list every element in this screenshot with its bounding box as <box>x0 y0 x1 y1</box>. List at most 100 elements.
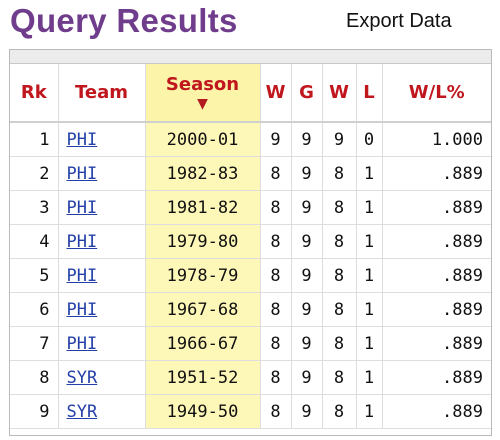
cell-season: 1951-52 <box>145 360 261 395</box>
cell-rk: 5 <box>10 258 59 293</box>
sort-descending-icon: ▼ <box>197 95 208 112</box>
cell-w2: 8 <box>322 326 357 361</box>
cell-wl-pct: .889 <box>382 360 491 395</box>
column-header-wl-pct[interactable]: W/L% <box>382 64 491 123</box>
team-link[interactable]: PHI <box>66 333 98 354</box>
column-header-w2[interactable]: W <box>322 64 357 123</box>
cell-season: 1978-79 <box>145 258 261 293</box>
table-top-bar <box>10 50 491 64</box>
cell-w2: 8 <box>322 224 357 259</box>
cell-wl-pct: .889 <box>382 224 491 259</box>
table-row: 1 PHI 2000-01 9 9 9 0 1.000 <box>10 122 491 157</box>
team-link[interactable]: SYR <box>66 401 98 422</box>
column-header-season-label: Season <box>165 73 240 95</box>
cell-g: 9 <box>291 326 323 361</box>
cell-rk: 2 <box>10 156 59 191</box>
cell-team: SYR <box>58 360 146 395</box>
page-header: Query Results Export Data <box>0 0 500 46</box>
cell-wl-pct: .889 <box>382 326 491 361</box>
table-row: 2 PHI 1982-83 8 9 8 1.889 <box>10 156 491 191</box>
cell-l: 1 <box>356 360 383 395</box>
cell-w: 9 <box>260 122 292 157</box>
column-header-l[interactable]: L <box>356 64 383 123</box>
cell-w2: 9 <box>322 122 357 157</box>
cell-l: 1 <box>356 292 383 327</box>
cell-w2: 8 <box>322 360 357 395</box>
cell-season: 1967-68 <box>145 292 261 327</box>
cell-w2: 8 <box>322 156 357 191</box>
cell-w2: 8 <box>322 258 357 293</box>
cell-wl-pct: .889 <box>382 190 491 225</box>
export-data-link[interactable]: Export Data <box>346 10 452 32</box>
cell-w: 8 <box>260 394 292 429</box>
table-body: 1 PHI 2000-01 9 9 9 0 1.000 2 PHI 1982-83 8 9 8 1.889 3… <box>10 122 491 429</box>
cell-team: PHI <box>58 190 146 225</box>
cell-l: 1 <box>356 394 383 429</box>
cell-w2: 8 <box>322 292 357 327</box>
cell-w: 8 <box>260 360 292 395</box>
table-row: 8 SYR 1951-52 8 9 8 1.889 <box>10 360 491 395</box>
cell-team: PHI <box>58 326 146 361</box>
cell-w: 8 <box>260 258 292 293</box>
cell-season: 1966-67 <box>145 326 261 361</box>
cell-team: SYR <box>58 394 146 429</box>
cell-wl-pct: .889 <box>382 156 491 191</box>
cell-l: 1 <box>356 326 383 361</box>
cell-rk: 9 <box>10 394 59 429</box>
cell-w: 8 <box>260 224 292 259</box>
column-header-w[interactable]: W <box>260 64 292 123</box>
cell-g: 9 <box>291 224 323 259</box>
cell-season: 1982-83 <box>145 156 261 191</box>
table-row: 7 PHI 1966-67 8 9 8 1.889 <box>10 326 491 361</box>
cell-w: 8 <box>260 156 292 191</box>
cell-w: 8 <box>260 190 292 225</box>
table-header-row: Rk Team Season ▼ W G W L W/L% <box>10 64 491 123</box>
team-link[interactable]: PHI <box>66 197 98 218</box>
page-title: Query Results <box>10 2 238 39</box>
cell-g: 9 <box>291 156 323 191</box>
cell-g: 9 <box>291 292 323 327</box>
cell-l: 1 <box>356 156 383 191</box>
cell-l: 0 <box>356 122 383 157</box>
cell-season: 2000-01 <box>145 122 261 157</box>
cell-wl-pct: .889 <box>382 258 491 293</box>
cell-rk: 3 <box>10 190 59 225</box>
cell-rk: 4 <box>10 224 59 259</box>
cell-season: 1949-50 <box>145 394 261 429</box>
results-table: Rk Team Season ▼ W G W L W/L% 1 PHI 2000-0… <box>10 64 491 429</box>
column-header-g[interactable]: G <box>291 64 323 123</box>
cell-l: 1 <box>356 190 383 225</box>
cell-team: PHI <box>58 292 146 327</box>
cell-w: 8 <box>260 292 292 327</box>
cell-g: 9 <box>291 258 323 293</box>
cell-rk: 6 <box>10 292 59 327</box>
table-row: 9 SYR 1949-50 8 9 8 1.889 <box>10 394 491 429</box>
cell-g: 9 <box>291 394 323 429</box>
column-header-team[interactable]: Team <box>58 64 146 123</box>
cell-w2: 8 <box>322 190 357 225</box>
results-table-container: Rk Team Season ▼ W G W L W/L% 1 PHI 2000-0… <box>9 49 492 436</box>
team-link[interactable]: SYR <box>66 367 98 388</box>
cell-team: PHI <box>58 258 146 293</box>
cell-rk: 8 <box>10 360 59 395</box>
column-header-rk[interactable]: Rk <box>10 64 59 123</box>
table-row: 4 PHI 1979-80 8 9 8 1.889 <box>10 224 491 259</box>
cell-g: 9 <box>291 360 323 395</box>
column-header-season[interactable]: Season ▼ <box>144 64 261 123</box>
cell-rk: 1 <box>10 122 59 157</box>
team-link[interactable]: PHI <box>66 299 98 320</box>
team-link[interactable]: PHI <box>66 265 98 286</box>
cell-rk: 7 <box>10 326 59 361</box>
cell-season: 1979-80 <box>145 224 261 259</box>
team-link[interactable]: PHI <box>66 231 98 252</box>
cell-team: PHI <box>58 156 146 191</box>
team-link[interactable]: PHI <box>66 163 98 184</box>
cell-team: PHI <box>58 224 146 259</box>
cell-l: 1 <box>356 224 383 259</box>
cell-wl-pct: 1.000 <box>382 122 491 157</box>
cell-team: PHI <box>58 122 146 157</box>
team-link[interactable]: PHI <box>66 129 98 150</box>
table-row: 6 PHI 1967-68 8 9 8 1.889 <box>10 292 491 327</box>
table-row: 5 PHI 1978-79 8 9 8 1.889 <box>10 258 491 293</box>
cell-w2: 8 <box>322 394 357 429</box>
